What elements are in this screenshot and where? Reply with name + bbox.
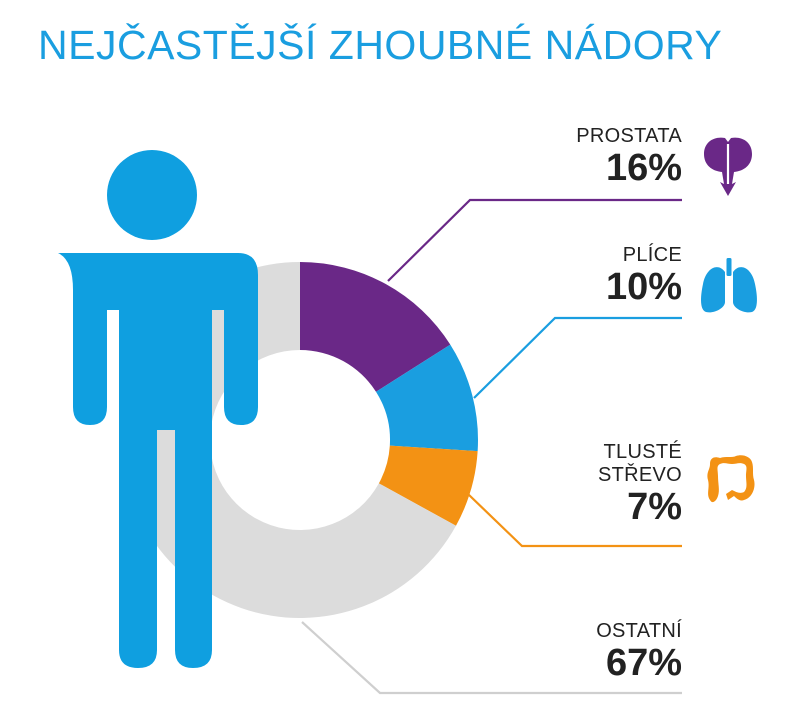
label-plice-value: 10%: [605, 266, 682, 308]
donut-slice-prostata: [300, 262, 451, 392]
label-tluste-strevo-name-line2: STŘEVO: [597, 464, 682, 486]
colon-icon: [707, 455, 755, 503]
label-plice-name: PLÍCE: [622, 244, 682, 266]
lungs-icon: [701, 258, 757, 313]
label-prostata-name: PROSTATA: [576, 125, 682, 147]
label-ostatni-name: OSTATNÍ: [596, 620, 682, 642]
label-plice: PLÍCE 10%: [606, 244, 682, 307]
label-prostata: PROSTATA 16%: [576, 125, 682, 188]
leader-line-tluste-strevo: [467, 493, 682, 548]
label-ostatni-value: 67%: [605, 642, 682, 684]
label-tluste-strevo-value: 7%: [627, 486, 682, 528]
label-prostata-value: 16%: [605, 147, 682, 189]
label-tluste-strevo: TLUSTÉ STŘEVO 7%: [598, 441, 682, 527]
donut-slice-tluste-strevo: [378, 445, 478, 526]
donut-slice-plice: [375, 344, 478, 452]
person-icon: [58, 150, 258, 668]
leader-line-plice: [473, 316, 682, 399]
leader-line-prostata: [387, 198, 682, 282]
page-title: NEJČASTĚJŠÍ ZHOUBNÉ NÁDORY: [38, 22, 723, 68]
leader-line-ostatni: [301, 621, 682, 695]
label-tluste-strevo-name-line1: TLUSTÉ: [603, 441, 682, 463]
leader-lines: [301, 198, 682, 695]
label-ostatni: OSTATNÍ 67%: [596, 620, 682, 683]
prostate-icon: [704, 137, 752, 196]
